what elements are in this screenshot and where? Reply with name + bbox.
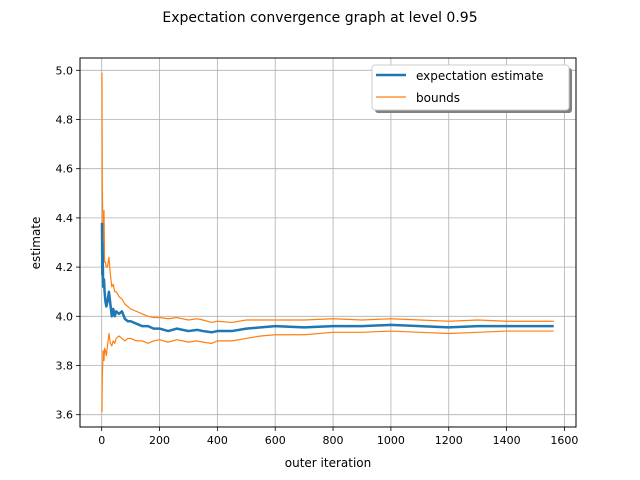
legend-label-bounds: bounds xyxy=(416,91,460,105)
lower-bound-line xyxy=(101,330,554,413)
y-tick-label: 3.6 xyxy=(56,409,74,422)
expectation-estimate-line xyxy=(100,222,554,334)
grid xyxy=(80,58,576,427)
upper-bound-line xyxy=(101,72,554,324)
x-tick-label: 1400 xyxy=(493,434,521,447)
y-tick-label: 4.8 xyxy=(56,114,74,127)
y-tick-label: 4.4 xyxy=(56,212,74,225)
x-tick-label: 0 xyxy=(98,434,105,447)
x-tick-label: 1600 xyxy=(550,434,578,447)
x-tick-label: 1200 xyxy=(435,434,463,447)
legend: expectation estimate bounds xyxy=(371,64,572,113)
plot-frame xyxy=(79,57,577,428)
x-tick-label: 200 xyxy=(149,434,170,447)
legend-label-expectation-estimate: expectation estimate xyxy=(416,69,544,83)
plot-series xyxy=(100,72,554,413)
x-tick-label: 800 xyxy=(323,434,344,447)
y-tick-label: 4.2 xyxy=(56,261,74,274)
x-tick-label: 600 xyxy=(265,434,286,447)
x-tick-label: 1000 xyxy=(377,434,405,447)
chart-title: Expectation convergence graph at level 0… xyxy=(162,10,477,26)
y-tick-label: 4.6 xyxy=(56,163,74,176)
legend-box xyxy=(371,64,570,111)
y-tick-label: 5.0 xyxy=(56,64,74,77)
y-axis-label: estimate xyxy=(29,217,43,270)
y-tick-label: 4.0 xyxy=(56,310,74,323)
x-tick-label: 400 xyxy=(207,434,228,447)
y-tick-label: 3.8 xyxy=(56,360,74,373)
axis-ticks: 0 200 400 600 800 1000 1200 1400 1600 3.6 3.8 4.0 4.… xyxy=(56,64,579,447)
x-axis-label: outer iteration xyxy=(285,456,371,470)
